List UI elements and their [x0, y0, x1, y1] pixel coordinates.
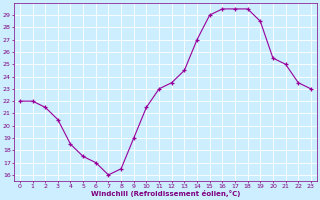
X-axis label: Windchill (Refroidissement éolien,°C): Windchill (Refroidissement éolien,°C): [91, 190, 240, 197]
